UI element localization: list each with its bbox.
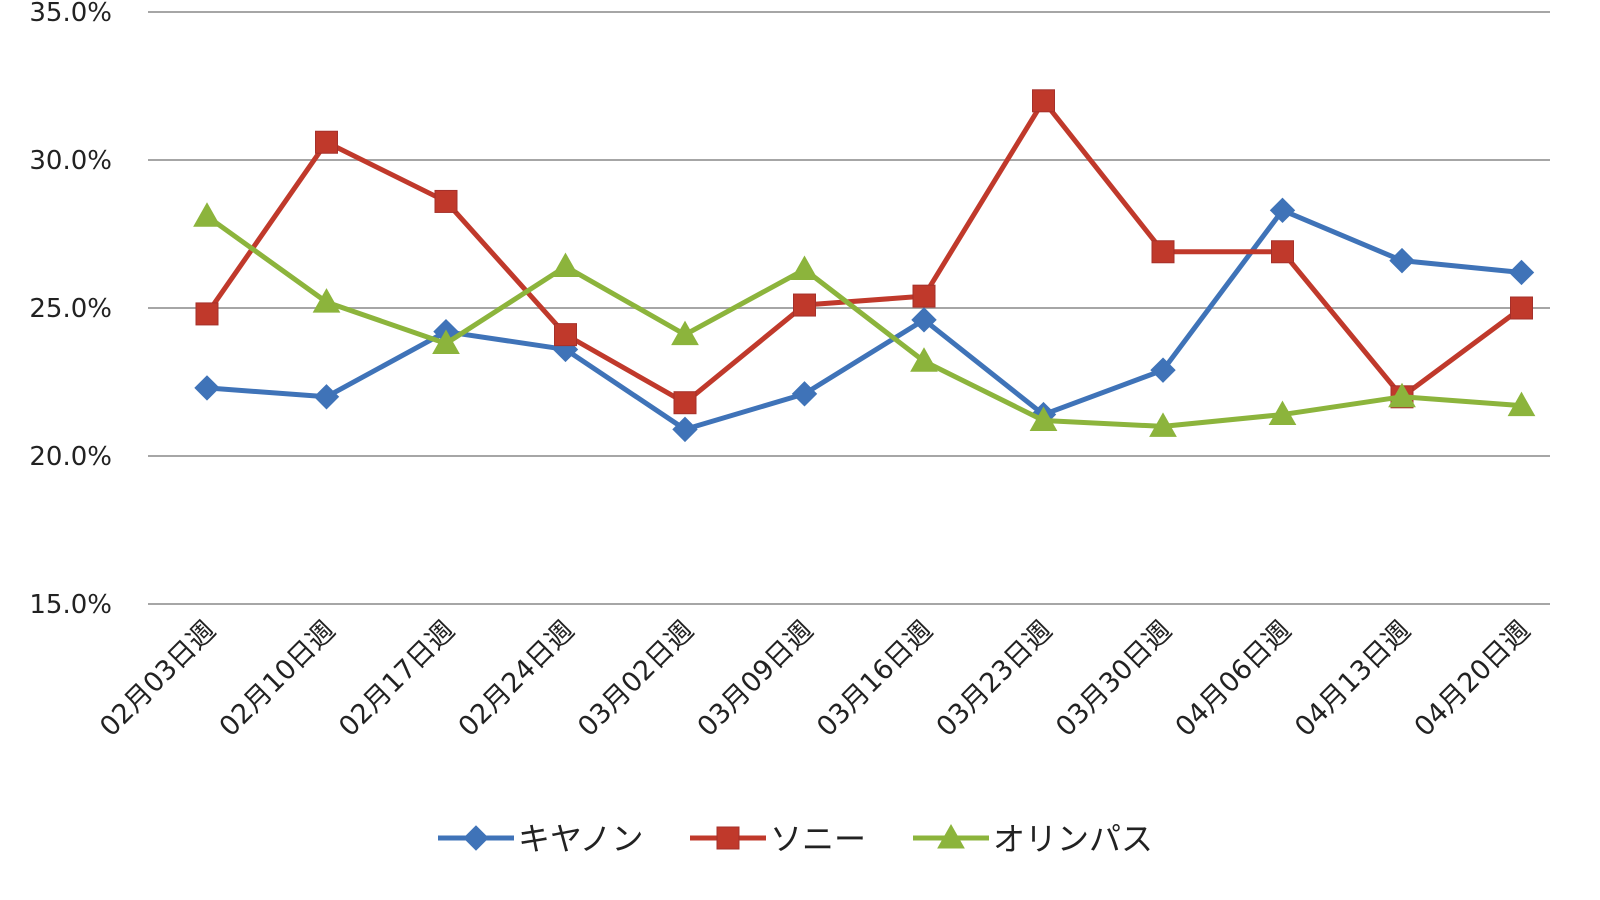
series-line: [206, 207, 1522, 432]
legend-item: キヤノン: [438, 820, 643, 858]
series-2: [195, 89, 1533, 415]
data-point: [1150, 357, 1176, 383]
y-axis-ticks: 15.0% 20.0% 25.0% 30.0% 35.0%: [29, 0, 112, 620]
data-point: [1269, 197, 1296, 224]
x-tick-label: 03月23日週: [931, 615, 1059, 743]
data-point: [432, 329, 460, 355]
x-tick-label: 02月24日週: [453, 615, 581, 743]
data-point: [551, 252, 580, 278]
legend: キヤノン ソニー オリンパス: [438, 820, 1153, 858]
y-tick-label: 35.0%: [29, 0, 112, 28]
legend-item: ソニー: [690, 820, 866, 858]
data-point: [193, 202, 221, 227]
data-point: [1151, 240, 1175, 264]
legend-marker: [463, 825, 489, 851]
series-1: [194, 197, 1535, 443]
data-point: [672, 416, 698, 443]
data-point: [1510, 296, 1533, 320]
x-tick-label: 03月16日週: [811, 615, 939, 743]
data-point: [1271, 240, 1294, 264]
y-tick-label: 20.0%: [29, 442, 112, 472]
series-line: [204, 98, 1523, 406]
data-point: [791, 381, 818, 407]
legend-marker: [937, 823, 965, 849]
x-tick-label: 04月20日週: [1409, 615, 1537, 743]
x-tick-label: 02月03日週: [94, 615, 222, 743]
data-point: [1388, 382, 1416, 408]
data-point: [1029, 406, 1058, 431]
data-point: [793, 293, 816, 317]
x-tick-label: 04月13日週: [1289, 615, 1417, 743]
data-point: [910, 347, 938, 372]
data-point: [671, 320, 699, 346]
series-3: [193, 202, 1536, 437]
x-tick-label: 04月06日週: [1170, 615, 1298, 743]
data-point: [194, 375, 220, 401]
legend-marker: [716, 826, 740, 850]
data-point: [434, 189, 458, 213]
x-tick-label: 02月10日週: [214, 615, 342, 743]
data-point: [911, 307, 937, 333]
legend-label: キヤノン: [518, 820, 643, 858]
gridlines: [148, 11, 1550, 605]
data-point: [673, 391, 697, 415]
legend-label: ソニー: [770, 820, 866, 858]
data-point: [1149, 412, 1177, 437]
data-point: [790, 255, 819, 281]
data-point: [312, 288, 341, 313]
legend-item: オリンパス: [913, 820, 1153, 858]
y-tick-label: 30.0%: [29, 146, 112, 176]
series-group: [193, 89, 1536, 443]
data-point: [195, 302, 219, 326]
y-tick-label: 15.0%: [29, 590, 112, 620]
data-point: [1508, 259, 1535, 286]
x-tick-label: 02月17日週: [333, 615, 461, 743]
series-line: [205, 214, 1522, 429]
legend-label: オリンパス: [993, 820, 1153, 858]
x-tick-label: 03月09日週: [692, 615, 820, 743]
x-tick-label: 03月30日週: [1050, 615, 1178, 743]
x-tick-label: 03月02日週: [572, 615, 700, 743]
data-point: [313, 384, 340, 410]
y-tick-label: 25.0%: [29, 294, 112, 324]
data-point: [315, 130, 338, 154]
x-axis-ticks: 02月03日週02月10日週02月17日週02月24日週03月02日週03月09…: [94, 615, 1536, 743]
data-point: [1268, 400, 1297, 426]
data-point: [1389, 247, 1415, 274]
data-point: [1032, 89, 1055, 113]
data-point: [554, 323, 577, 347]
data-point: [912, 284, 936, 308]
data-point: [1507, 391, 1536, 417]
